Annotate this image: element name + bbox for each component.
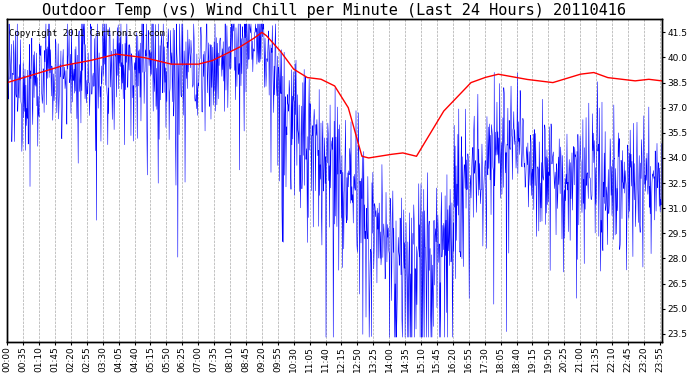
Title: Outdoor Temp (vs) Wind Chill per Minute (Last 24 Hours) 20110416: Outdoor Temp (vs) Wind Chill per Minute …	[42, 3, 627, 18]
Text: Copyright 2011 Cartronics.com: Copyright 2011 Cartronics.com	[8, 28, 164, 38]
